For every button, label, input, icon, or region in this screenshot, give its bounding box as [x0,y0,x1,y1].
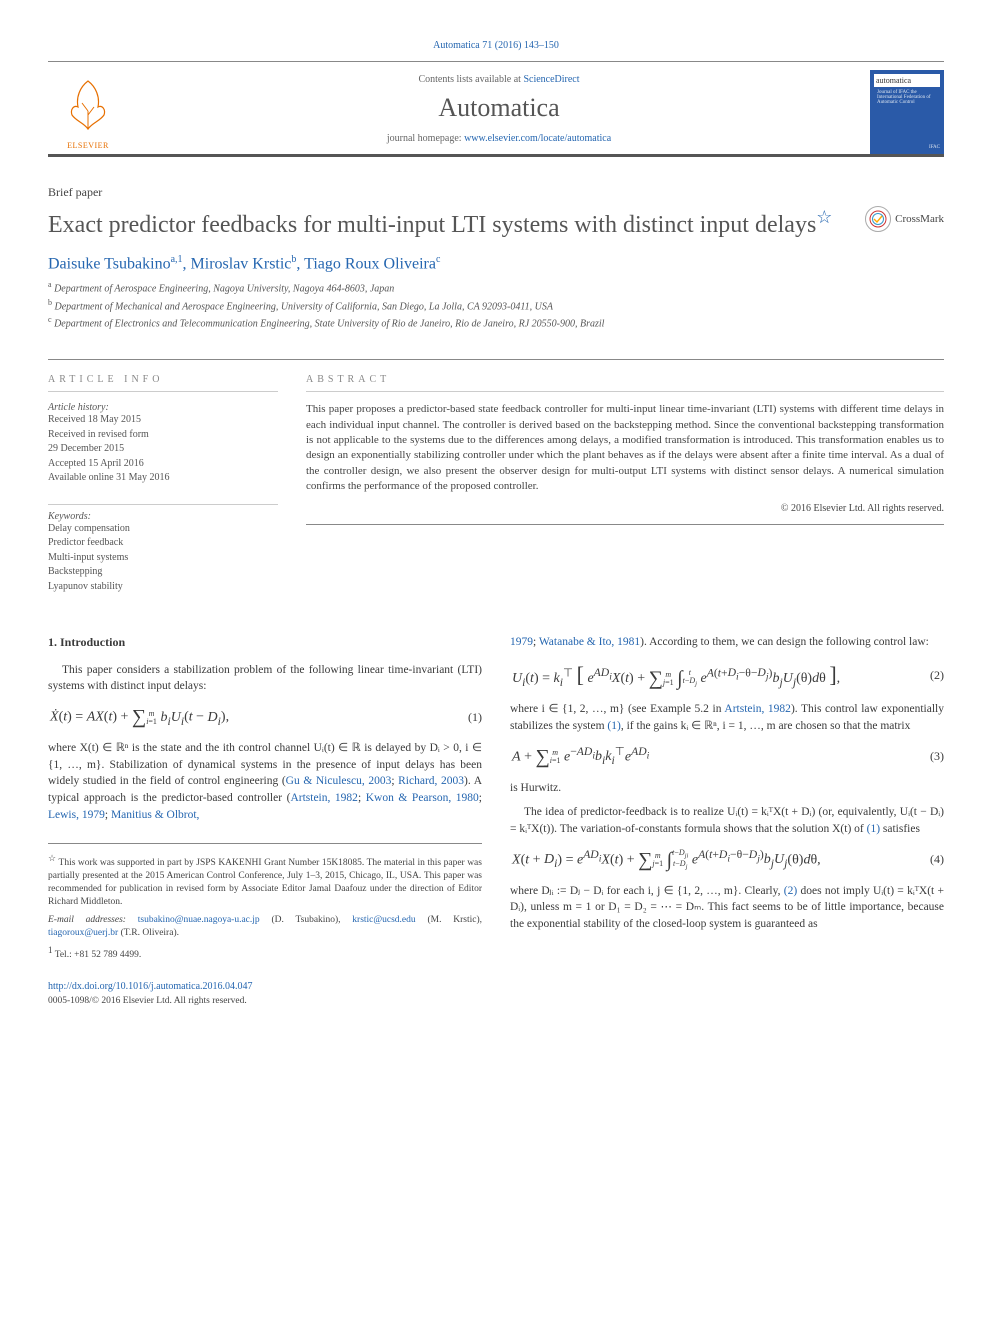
ref-link[interactable]: (1) [607,720,620,732]
journal-name: Automatica [136,93,862,123]
left-column: 1. Introduction This paper considers a s… [48,634,482,1008]
paragraph: where i ∈ {1, 2, …, m} (see Example 5.2 … [510,701,944,734]
paragraph: This paper considers a stabilization pro… [48,662,482,695]
equation: Ui(t) = ki⊤ [ eADiX(t) + ∑mj=1 ∫tt−Dj eA… [510,659,944,693]
section-heading: 1. Introduction [48,634,482,651]
equation: X(t + Di) = eADiX(t) + ∑mj=1 ∫t−Djit−Dj … [510,846,944,875]
paragraph: 1979; Watanabe & Ito, 1981). According t… [510,634,944,651]
author-link[interactable]: Miroslav Krstic [191,255,292,272]
citation-link[interactable]: Watanabe & Ito, 1981 [539,636,640,648]
keyword: Predictor feedback [48,536,278,551]
elsevier-label: ELSEVIER [60,141,116,150]
equation-number: (4) [914,851,944,868]
crossmark-badge[interactable]: CrossMark [854,206,944,232]
history-item: Received in revised form [48,428,278,443]
equation: A + ∑mi=1 e−ADibiki⊤eADi (3) [510,743,944,772]
author-link[interactable]: Tiago Roux Oliveira [304,255,436,272]
sciencedirect-link[interactable]: ScienceDirect [523,74,579,85]
abstract-copyright: © 2016 Elsevier Ltd. All rights reserved… [306,503,944,514]
equation: Ẋ(t) = AX(t) + ∑mi=1 biUi(t − Di), (1) [48,703,482,732]
author-link[interactable]: Daisuke Tsubakino [48,255,171,272]
article-info-heading: ARTICLE INFO [48,374,278,392]
elsevier-tree-icon [60,75,116,135]
citation-link[interactable]: Manitius & Olbrot, [111,809,200,821]
keyword: Delay compensation [48,522,278,537]
article-info: ARTICLE INFO Article history: Received 1… [48,374,278,594]
citation-link[interactable]: Artstein, 1982 [724,703,791,715]
citation-link[interactable]: Gu & Niculescu, 2003 [286,775,392,787]
ref-link[interactable]: (2) [784,885,797,897]
keywords-label: Keywords: [48,504,278,522]
citation-link[interactable]: Artstein, 1982 [290,792,358,804]
title-footnote-star: ☆ [816,207,832,227]
contents-available: Contents lists available at ScienceDirec… [136,74,862,85]
article-title: Exact predictor feedbacks for multi-inpu… [48,206,854,240]
journal-cover-thumbnail: automatica Journal of IFAC the Internati… [870,70,944,154]
keyword: Lyapunov stability [48,580,278,595]
paragraph: where X(t) ∈ ℝⁿ is the state and the ith… [48,740,482,823]
citation-link[interactable]: 1979 [510,636,533,648]
article-type: Brief paper [48,185,944,200]
abstract-heading: ABSTRACT [306,374,944,392]
cover-foot: IFAC [874,145,940,150]
citation-link[interactable]: Lewis, 1979 [48,809,105,821]
cover-title: automatica [874,74,940,87]
history-item: Received 18 May 2015 [48,413,278,428]
paragraph: where Dⱼᵢ := Dⱼ − Dᵢ for each i, j ∈ {1,… [510,883,944,933]
history-label: Article history: [48,402,278,413]
paragraph: The idea of predictor-feedback is to rea… [510,804,944,837]
right-column: 1979; Watanabe & Ito, 1981). According t… [510,634,944,1008]
authors: Daisuke Tsubakinoa,1, Miroslav Krsticb, … [48,254,944,273]
email-addresses: E-mail addresses: tsubakino@nuae.nagoya-… [48,914,482,940]
email-link[interactable]: tsubakino@nuae.nagoya-u.ac.jp [138,915,260,925]
history-item: Accepted 15 April 2016 [48,457,278,472]
paragraph: is Hurwitz. [510,780,944,797]
doi-link[interactable]: http://dx.doi.org/10.1016/j.automatica.2… [48,981,253,992]
history-item: Available online 31 May 2016 [48,471,278,486]
equation-number: (3) [914,748,944,765]
equation-number: (1) [452,709,482,726]
history-item: 29 December 2015 [48,442,278,457]
ref-link[interactable]: (1) [867,823,880,835]
citation-link[interactable]: Kwon & Pearson, 1980 [366,792,479,804]
citation: Automatica 71 (2016) 143–150 [48,40,944,51]
equation-number: (2) [914,667,944,684]
email-link[interactable]: krstic@ucsd.edu [352,915,415,925]
doi-block: http://dx.doi.org/10.1016/j.automatica.2… [48,980,482,1008]
citation-link[interactable]: Richard, 2003 [398,775,464,787]
citation-link[interactable]: Automatica 71 (2016) 143–150 [433,40,559,51]
cover-subtitle: Journal of IFAC the International Federa… [874,87,940,145]
issn-copyright: 0005-1098/© 2016 Elsevier Ltd. All right… [48,995,482,1009]
crossmark-label: CrossMark [895,213,944,225]
journal-homepage: journal homepage: www.elsevier.com/locat… [136,133,862,144]
crossmark-icon [865,206,891,232]
abstract: ABSTRACT This paper proposes a predictor… [306,374,944,594]
elsevier-logo: ELSEVIER [48,70,128,154]
homepage-link[interactable]: www.elsevier.com/locate/automatica [464,133,611,144]
keyword: Multi-input systems [48,551,278,566]
affiliations: a Department of Aerospace Engineering, N… [48,279,944,331]
footnotes: ☆ This work was supported in part by JSP… [48,843,482,962]
abstract-text: This paper proposes a predictor-based st… [306,402,944,494]
keyword: Backstepping [48,565,278,580]
journal-header: ELSEVIER Contents lists available at Sci… [48,61,944,157]
email-link[interactable]: tiagoroux@uerj.br [48,928,118,938]
